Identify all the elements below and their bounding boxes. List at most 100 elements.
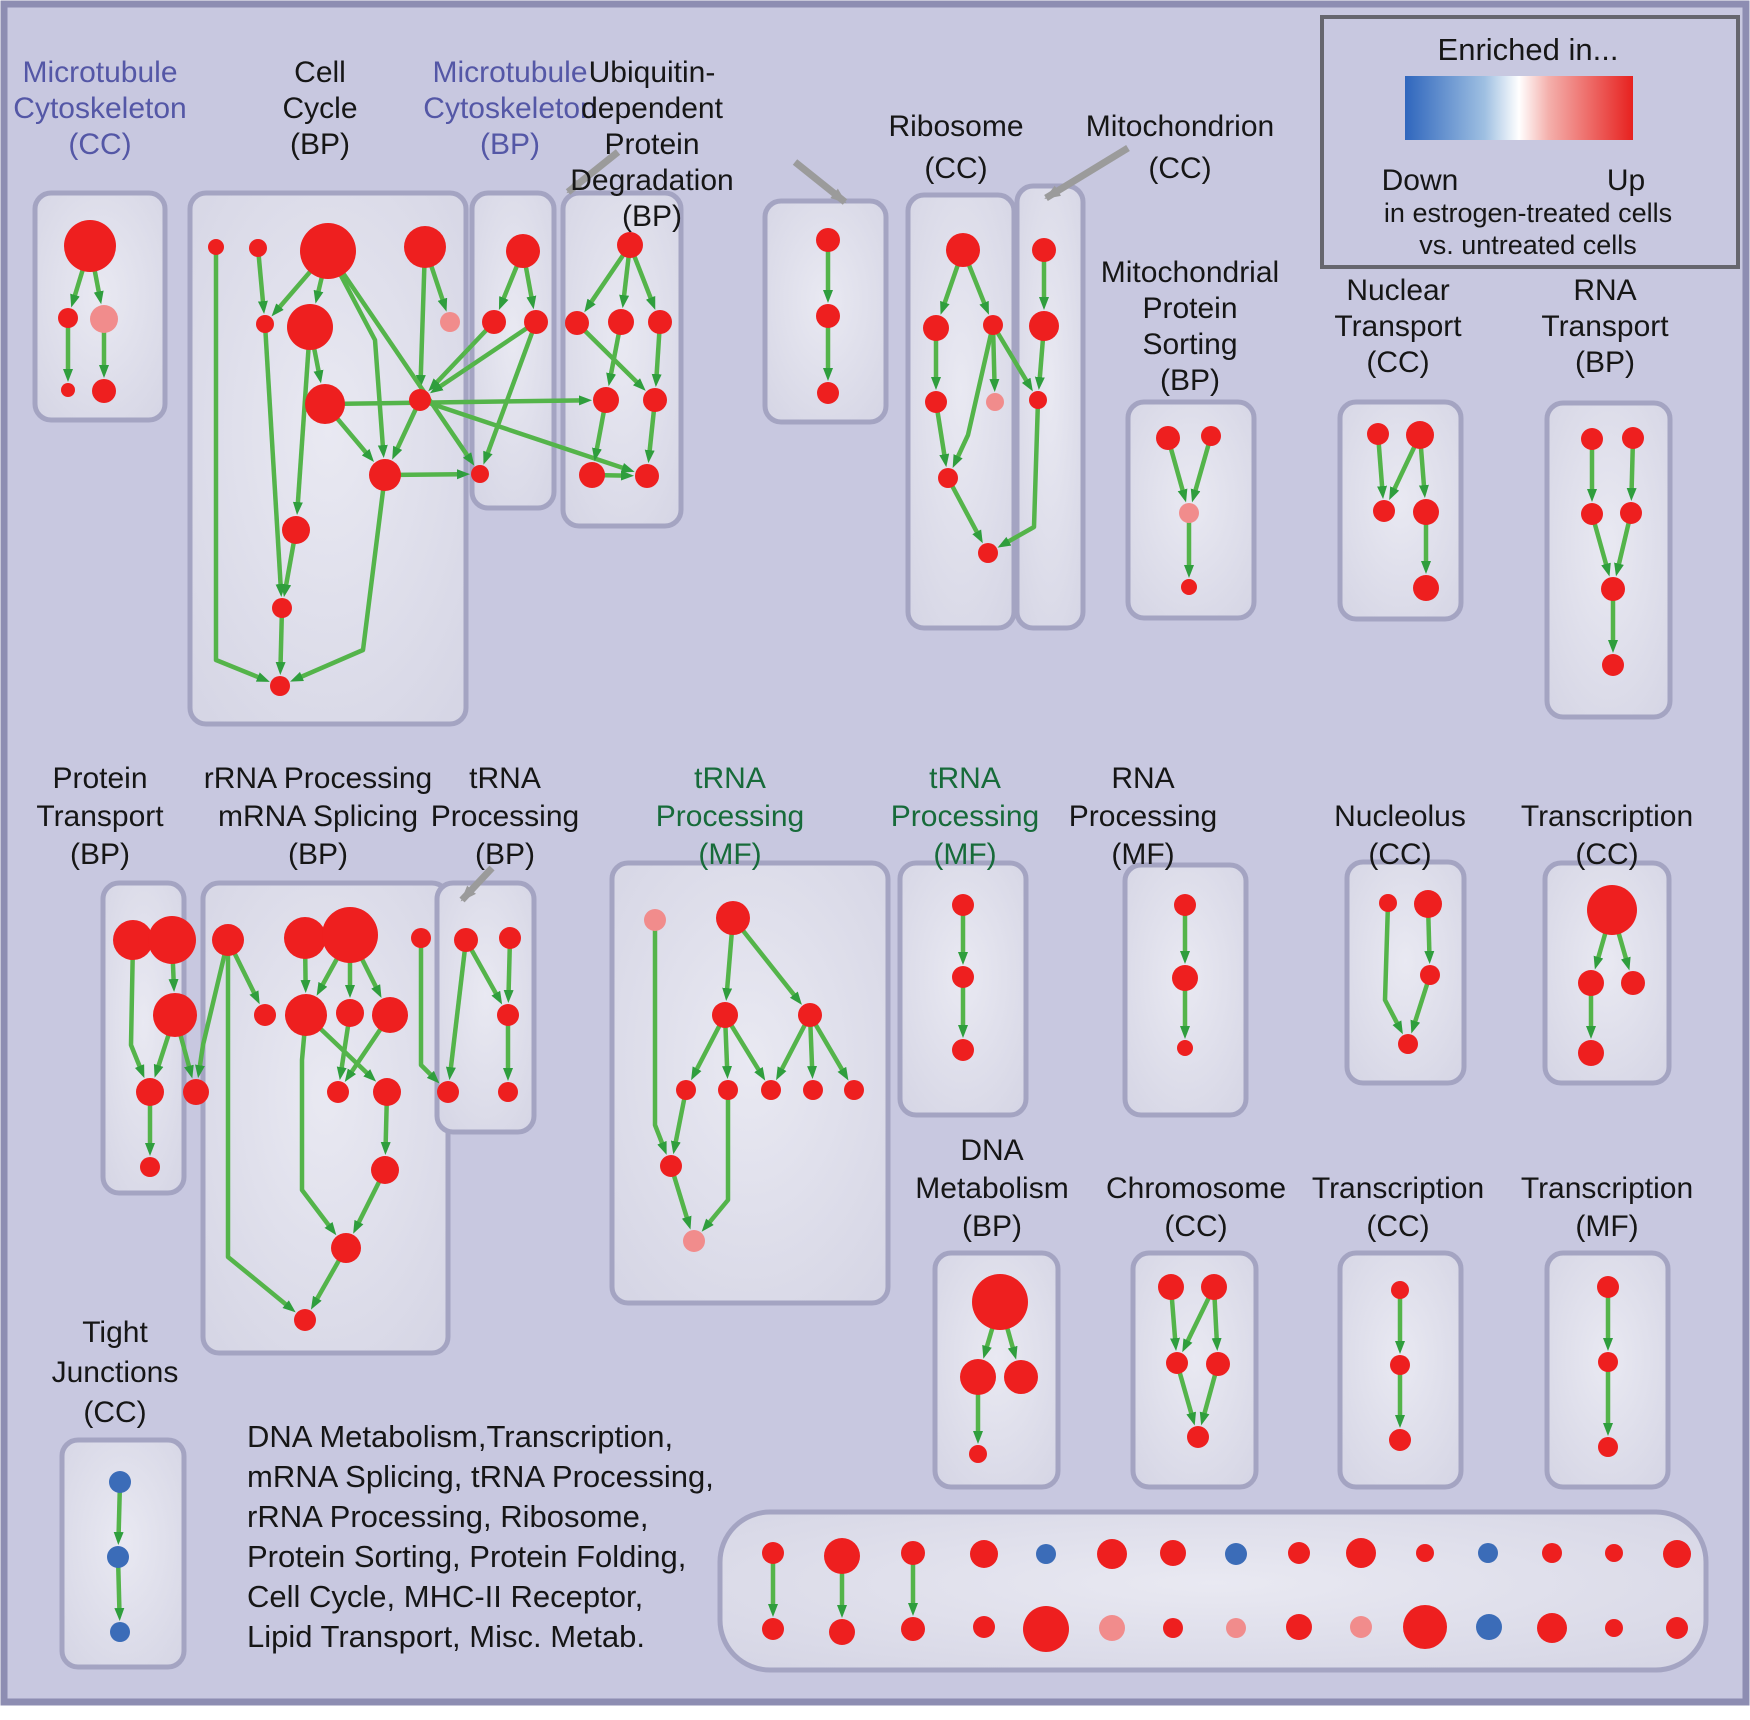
edge-cell_cycle.n3-to-mt_bp.m4 [326, 249, 475, 466]
misc-clusters-text: DNA Metabolism,Transcription, mRNA Splici… [247, 1419, 714, 1654]
go-term-node-mito-mt2 [1029, 311, 1059, 341]
cluster-box-trans_cc_up [1542, 860, 1672, 1086]
go-term-node-trans_cc_low-e1 [1391, 1281, 1409, 1299]
go-term-node-enriched_row-a13 [1542, 1543, 1562, 1563]
cluster-title-ubiq_label: Ubiquitin-dependent Protein Degradation (BP… [570, 56, 733, 233]
cluster-box-dna_metab [932, 1250, 1061, 1490]
go-term-node-trna_mf_big-q5 [676, 1080, 696, 1100]
go-term-node-enriched_row-z10 [1350, 1616, 1372, 1638]
edge-rrna.F-to-rrna.L [299, 1014, 337, 1236]
edge-cell_cycle.n8-to-ubiq_a.u5 [324, 395, 593, 407]
go-term-node-rrna-G [336, 999, 364, 1027]
edge-rrna.A-to-prot_trans.p5 [195, 939, 231, 1079]
go-term-node-cell_cycle-n3 [300, 223, 356, 279]
go-term-node-mt_bp-m3 [524, 310, 548, 334]
go-term-node-rna_proc_mf-v2 [1172, 965, 1198, 991]
go-term-node-cell_cycle-n2 [249, 239, 267, 257]
go-term-node-ribosome-r2 [923, 315, 949, 341]
go-term-node-mito-mt1 [1032, 238, 1056, 262]
edge-ubiq_a.u2-to-ubiq_a.u6 [575, 321, 646, 391]
go-term-node-trna_bp-t3 [497, 1004, 519, 1026]
go-term-node-enriched_row-a11 [1416, 1544, 1434, 1562]
cluster-box-mt_bp [469, 190, 557, 511]
go-term-node-cell_cycle-n8 [305, 384, 345, 424]
edge-trna_mf_big.q1-to-trna_mf_big.q10 [652, 920, 667, 1155]
go-term-node-enriched_row-a12 [1478, 1543, 1498, 1563]
go-term-node-enriched_row-z15 [1666, 1617, 1688, 1639]
cluster-title-rna_proc_label: RNA Processing (MF) [1069, 762, 1217, 871]
go-term-node-enriched_row-z2 [829, 1619, 855, 1645]
go-term-node-cell_cycle-n5 [256, 315, 274, 333]
label-pointer-arrow-1 [565, 149, 621, 195]
edge-mito.mt3-to-ribosome.r7 [997, 399, 1041, 548]
go-term-node-mt_bp-m4 [471, 465, 489, 483]
go-term-node-nuc_trans-nt3 [1373, 500, 1395, 522]
go-term-node-mt_cc-c [90, 305, 118, 333]
go-term-node-trna_bp-t5 [498, 1082, 518, 1102]
cluster-title-trna_mf1_label: tRNA Processing (MF) [656, 762, 804, 871]
go-term-node-chromosome-c5 [1187, 1426, 1209, 1448]
go-term-node-cell_cycle-n7 [440, 312, 460, 332]
go-term-node-mt_cc-d [61, 383, 75, 397]
go-term-node-mito_sort-ms2 [1201, 426, 1221, 446]
cluster-title-ribosome_label: Ribosome (CC) [888, 110, 1023, 185]
go-term-node-rrna-B [284, 917, 326, 959]
go-term-node-cell_cycle-n1 [208, 239, 224, 255]
legend-context-line2: vs. untreated cells [1419, 230, 1637, 260]
go-term-node-enriched_row-a1 [762, 1542, 784, 1564]
go-term-node-enriched_row-a9 [1288, 1542, 1310, 1564]
edge-prot_trans.p1-to-prot_trans.p4 [128, 939, 145, 1079]
go-term-node-rna_proc_mf-v1 [1174, 894, 1196, 916]
go-term-node-trna_mf_big-q9 [844, 1080, 864, 1100]
go-term-node-chromosome-c3 [1166, 1352, 1188, 1374]
go-term-node-enriched_row-a15 [1663, 1540, 1691, 1568]
cluster-title-mito_label: Mitochondrion (CC) [1086, 110, 1274, 185]
go-term-node-cell_cycle-n4 [404, 226, 446, 268]
cluster-title-cell_cycle_label: Cell Cycle (BP) [282, 56, 357, 161]
go-term-node-nuc_trans-nt5 [1413, 575, 1439, 601]
go-term-node-trna_mf_small-s1 [952, 894, 974, 916]
edge-trna_mf_big.q6-to-trna_mf_big.q11 [701, 1090, 731, 1232]
go-term-node-rna_trans-rt3 [1581, 503, 1603, 525]
go-term-node-trna_mf_big-q2 [716, 901, 750, 935]
go-term-node-ubiq_a-u8 [635, 464, 659, 488]
go-term-node-trna_mf_big-q10 [660, 1155, 682, 1177]
go-term-node-rrna-F [285, 994, 327, 1036]
cluster-title-nucleolus_label: Nucleolus (CC) [1334, 800, 1466, 871]
edge-cell_cycle.n6-to-cell_cycle.n11 [292, 326, 313, 516]
go-term-node-trans_cc_low-e2 [1390, 1355, 1410, 1375]
edge-mito_sort.ms2-to-mito_sort.ms3 [1190, 435, 1214, 503]
go-term-node-trna_mf_big-q11 [683, 1230, 705, 1252]
go-term-node-enriched_row-z7 [1163, 1618, 1183, 1638]
go-term-node-cell_cycle-n10 [369, 459, 401, 491]
go-term-node-enriched_row-a4 [970, 1540, 998, 1568]
legend-up-label: Up [1607, 164, 1645, 197]
go-term-node-ubiq_a-u5 [593, 387, 619, 413]
go-term-node-dna_metab-d1 [972, 1274, 1028, 1330]
go-term-node-rrna-D [411, 928, 431, 948]
edge-mt_bp.m2-to-cell_cycle.n9 [428, 320, 496, 392]
go-term-node-rrna-H [372, 997, 408, 1033]
go-term-node-trans_cc_low-e3 [1389, 1429, 1411, 1451]
cluster-title-mito_sort_label: Mitochondrial Protein Sorting (BP) [1101, 256, 1279, 397]
go-term-node-trna_mf_big-q8 [803, 1080, 823, 1100]
edge-mt_bp.m3-to-cell_cycle.n9 [429, 320, 538, 394]
go-term-node-trna_mf_big-q4 [798, 1003, 822, 1027]
cluster-title-mt_cc_label: Microtubule Cytoskeleton (CC) [13, 56, 186, 161]
cluster-title-prot_trans_label: Protein Transport (BP) [36, 762, 164, 871]
go-term-node-enriched_row-z8 [1226, 1618, 1246, 1638]
go-term-node-ribosome-r1 [946, 233, 980, 267]
go-term-node-nuc_trans-nt1 [1367, 423, 1389, 445]
go-term-node-enriched_row-a6 [1097, 1539, 1127, 1569]
go-term-node-rrna-C [322, 907, 378, 963]
go-term-node-chromosome-c2 [1201, 1274, 1227, 1300]
go-term-node-enriched_row-z5 [1023, 1606, 1069, 1652]
edge-ribosome.r3-to-ribosome.r6 [952, 324, 996, 469]
go-term-node-dna_metab-d3 [1004, 1360, 1038, 1394]
go-term-node-dna_metab-d4 [969, 1445, 987, 1463]
go-term-node-ubiq_b-b1 [816, 228, 840, 252]
cluster-title-trna_mf2_label: tRNA Processing (MF) [891, 762, 1039, 871]
legend-context-line1: in estrogen-treated cells [1384, 198, 1672, 228]
go-term-node-trna_mf_big-q1 [644, 909, 666, 931]
